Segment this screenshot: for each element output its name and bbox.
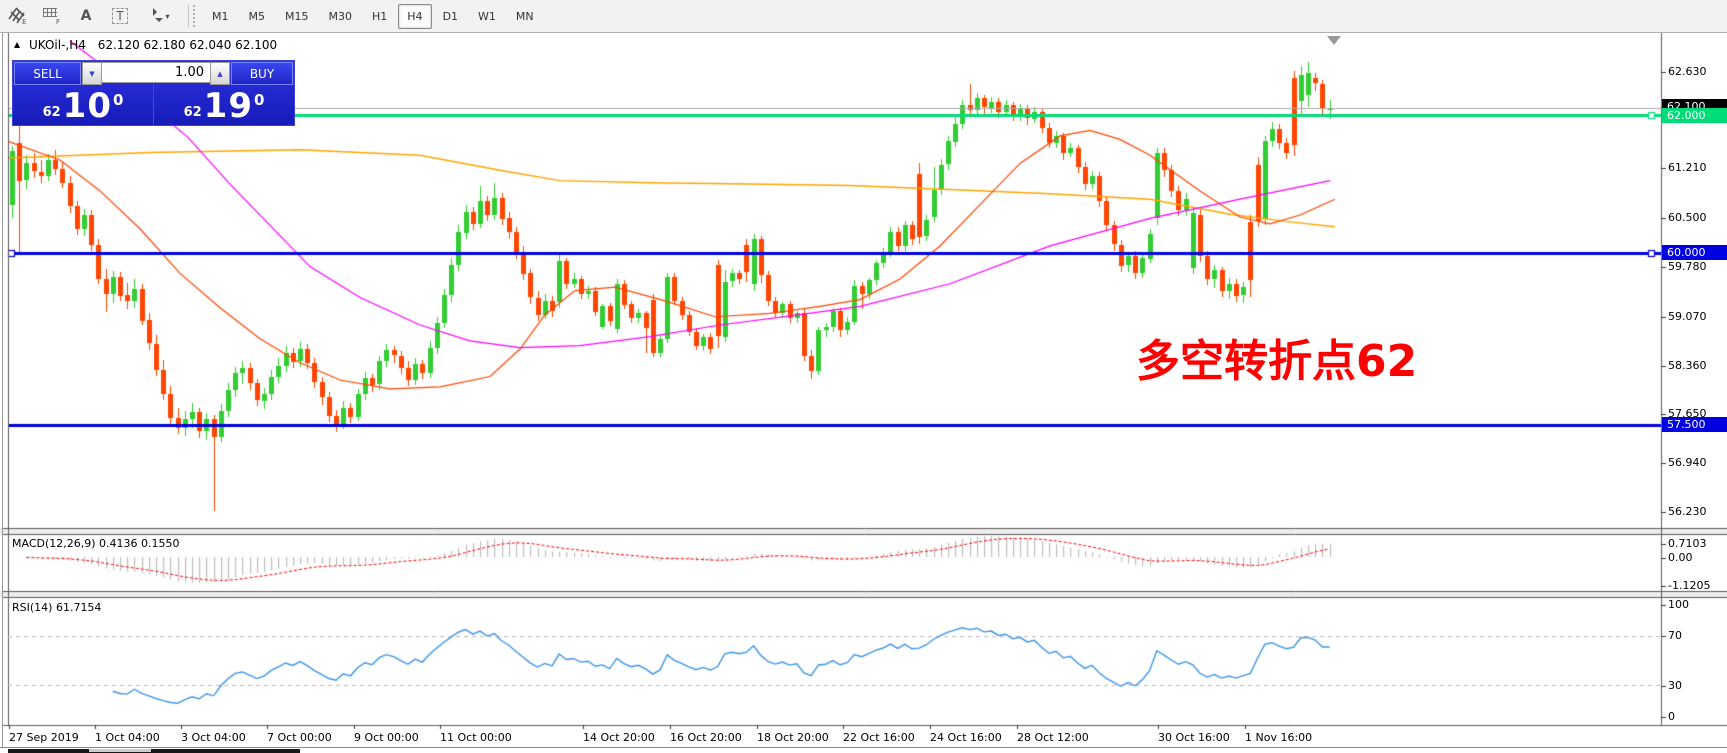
- volume-decrease-button[interactable]: ▼: [82, 62, 102, 85]
- indicators-tool-button[interactable]: E: [2, 2, 34, 30]
- timeframe-m1[interactable]: M1: [212, 9, 229, 23]
- trade-annotation-text: 多空转折点62: [1136, 336, 1418, 387]
- time-tick-label: 16 Oct 20:00: [670, 731, 742, 744]
- volume-input[interactable]: [102, 62, 210, 83]
- time-tick-label: 1 Nov 16:00: [1245, 731, 1313, 744]
- timeframe-mn[interactable]: MN: [515, 9, 534, 23]
- sell-button[interactable]: SELL: [14, 62, 81, 85]
- time-tick-label: 22 Oct 16:00: [843, 731, 915, 744]
- timeframe-m30[interactable]: M30: [328, 9, 353, 23]
- grid-tool-button[interactable]: F: [36, 2, 68, 30]
- time-tick-label: 18 Oct 20:00: [757, 731, 829, 744]
- ask-price-pips: 19: [203, 86, 253, 126]
- price-chart-canvas[interactable]: [0, 33, 1727, 752]
- rsi-scale-label: 70: [1668, 629, 1682, 642]
- price-tick-label: 56.940: [1668, 456, 1707, 469]
- timeframe-h4[interactable]: H4: [398, 3, 432, 29]
- bid-price-pips: 10: [62, 86, 112, 126]
- text-label-tool-button[interactable]: T: [104, 2, 136, 30]
- price-tick-label: 61.210: [1668, 161, 1707, 174]
- time-tick-label: 7 Oct 00:00: [267, 731, 332, 744]
- time-tick-label: 24 Oct 16:00: [930, 731, 1002, 744]
- macd-scale-label: 0.7103: [1668, 537, 1707, 550]
- price-tick-label: 56.230: [1668, 505, 1707, 518]
- bid-price-whole: 62: [42, 105, 61, 120]
- svg-text:F: F: [56, 18, 60, 25]
- timeframe-h1[interactable]: H1: [372, 9, 388, 23]
- price-tick-label: 60.500: [1668, 211, 1707, 224]
- time-tick-label: 14 Oct 20:00: [583, 731, 655, 744]
- ask-price-whole: 62: [183, 105, 202, 120]
- time-tick-label: 1 Oct 04:00: [95, 731, 160, 744]
- text-icon: A: [80, 8, 92, 24]
- timeframe-bar: M1 M5 M15 M30 H1 H4 D1 W1 MN: [202, 3, 544, 29]
- shapes-icon: [148, 6, 164, 27]
- toolbar-grip[interactable]: [193, 5, 198, 27]
- macd-scale-label: -1.1205: [1668, 579, 1711, 592]
- objects-tool-button[interactable]: ▾: [138, 2, 180, 30]
- ask-price-point: 0: [253, 91, 265, 109]
- price-tick-label: 57.650: [1668, 407, 1707, 420]
- timeframe-m5[interactable]: M5: [248, 9, 266, 23]
- buy-button[interactable]: BUY: [231, 62, 293, 85]
- svg-text:E: E: [22, 18, 26, 25]
- price-line-badge: 62.000: [1662, 108, 1727, 123]
- time-tick-label: 3 Oct 04:00: [181, 731, 246, 744]
- time-tick-label: 30 Oct 16:00: [1158, 731, 1230, 744]
- collapse-trade-panel-icon[interactable]: ▲: [14, 40, 21, 49]
- time-tick-label: 27 Sep 2019: [9, 731, 79, 744]
- macd-indicator-label: MACD(12,26,9) 0.4136 0.1550: [12, 537, 180, 550]
- grid-icon: F: [41, 5, 63, 28]
- timeframe-w1[interactable]: W1: [478, 9, 496, 23]
- price-tick-label: 59.780: [1668, 260, 1707, 273]
- chart-window: ▲ UKOil-,H4 62.120 62.180 62.040 62.100 …: [0, 33, 1727, 753]
- price-tick-label: 62.630: [1668, 65, 1707, 78]
- rsi-scale-label: 100: [1668, 598, 1689, 611]
- chart-header: ▲ UKOil-,H4 62.120 62.180 62.040 62.100: [14, 38, 277, 52]
- scroll-anchor-icon[interactable]: [1327, 36, 1341, 45]
- rsi-scale-label: 30: [1668, 679, 1682, 692]
- symbol-label: UKOil-,H4: [28, 38, 86, 52]
- chevron-down-icon: ▾: [165, 11, 170, 21]
- window-left-edge: [2, 33, 3, 752]
- rsi-scale-label: 0: [1668, 710, 1675, 723]
- time-tick-label: 9 Oct 00:00: [354, 731, 419, 744]
- indicators-icon: E: [7, 5, 29, 28]
- toolbar-separator: [188, 4, 189, 28]
- ask-price-display[interactable]: 62 19 0: [154, 85, 294, 125]
- price-line-badge: 57.500: [1662, 417, 1727, 432]
- bid-price-point: 0: [112, 91, 124, 109]
- horizontal-scrollbar-thumb[interactable]: [89, 749, 151, 752]
- price-line-badge: 60.000: [1662, 245, 1727, 260]
- text-label-icon: T: [112, 8, 128, 24]
- volume-increase-button[interactable]: ▲: [210, 62, 230, 85]
- price-tick-label: 59.070: [1668, 310, 1707, 323]
- bid-price-display[interactable]: 62 10 0: [13, 85, 154, 125]
- price-tick-label: 58.360: [1668, 359, 1707, 372]
- timeframe-d1[interactable]: D1: [442, 9, 459, 23]
- background-window-edge: [8, 749, 300, 753]
- time-tick-label: 11 Oct 00:00: [440, 731, 512, 744]
- window-bottom-bar: [0, 747, 1727, 753]
- ohlc-values: 62.120 62.180 62.040 62.100: [97, 38, 278, 52]
- rsi-indicator-label: RSI(14) 61.7154: [12, 601, 102, 614]
- toolbar: E F A T ▾: [0, 0, 1727, 33]
- macd-scale-label: 0.00: [1668, 551, 1693, 564]
- timeframe-m15[interactable]: M15: [285, 9, 309, 23]
- time-tick-label: 28 Oct 12:00: [1017, 731, 1089, 744]
- text-tool-button[interactable]: A: [70, 2, 102, 30]
- one-click-trading-panel: SELL ▼ ▲ BUY 62 10 0 62 19 0: [12, 60, 295, 126]
